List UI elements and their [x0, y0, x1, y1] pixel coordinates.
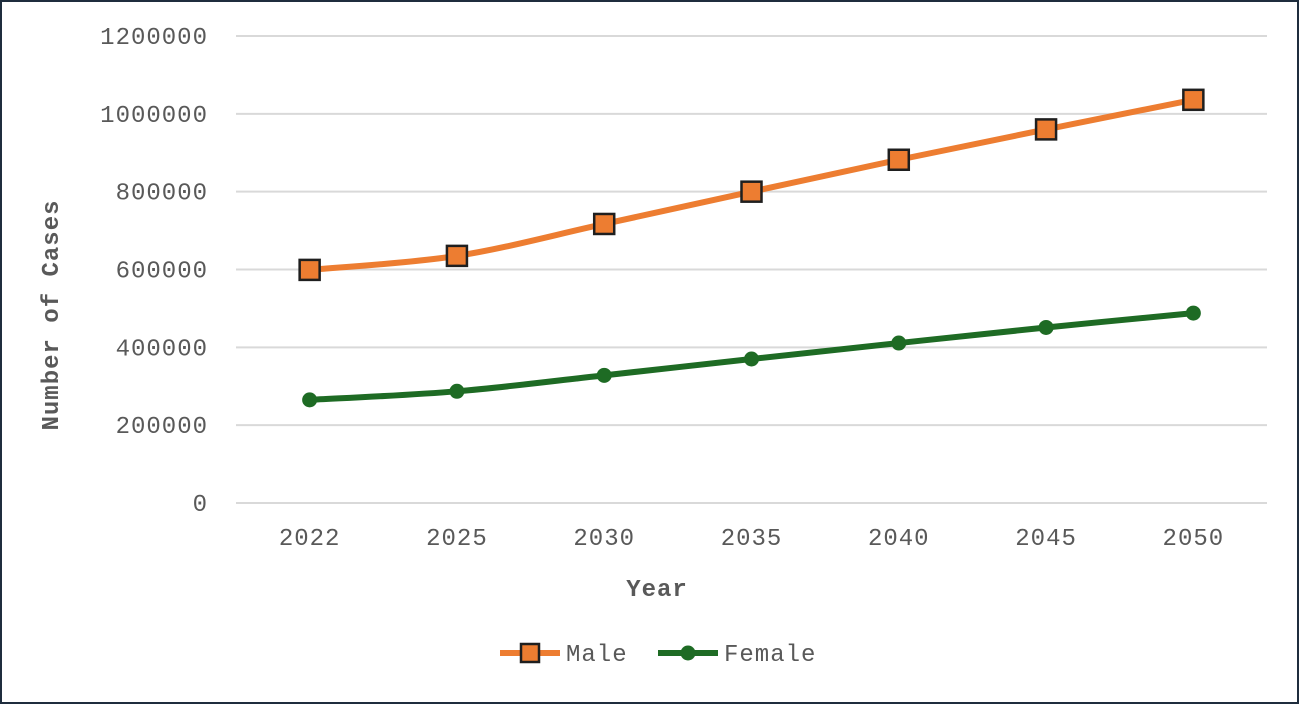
x-tick-label: 2040 — [868, 526, 930, 553]
x-axis-title: Year — [626, 577, 688, 604]
female-data-point — [449, 383, 465, 399]
y-tick-label: 800000 — [116, 181, 208, 208]
y-tick-label: 0 — [193, 492, 208, 519]
male-data-point — [1182, 88, 1205, 112]
y-tick-label: 200000 — [116, 414, 208, 441]
male-legend-label: Male — [566, 642, 628, 669]
series-group — [298, 88, 1205, 408]
female-legend-marker — [680, 645, 696, 661]
female-data-point — [596, 367, 612, 383]
male-legend-marker — [519, 642, 541, 664]
y-tick-label: 1000000 — [100, 103, 208, 130]
x-tick-label: 2050 — [1163, 526, 1225, 553]
y-tick-label: 400000 — [116, 336, 208, 363]
y-axis-ticks: 0 200000 400000 600000 800000 1000000 1200000 — [100, 25, 208, 519]
gridlines — [236, 35, 1267, 504]
x-axis-ticks: 2022 2025 2030 2035 2040 2045 2050 — [279, 526, 1225, 553]
female-data-point — [744, 351, 759, 367]
x-tick-label: 2045 — [1015, 526, 1077, 553]
male-data-point — [1034, 118, 1058, 141]
y-tick-label: 1200000 — [100, 25, 208, 52]
legend: Male Female — [500, 642, 816, 669]
male-data-point — [887, 148, 911, 172]
y-tick-label: 600000 — [116, 259, 208, 286]
male-data-point — [592, 212, 616, 236]
x-tick-label: 2035 — [721, 526, 783, 553]
female-data-point — [891, 335, 907, 351]
x-tick-label: 2022 — [279, 526, 341, 553]
female-legend-label: Female — [724, 642, 816, 669]
female-data-point — [1038, 319, 1054, 335]
x-tick-label: 2030 — [573, 526, 635, 553]
male-data-point — [740, 180, 763, 203]
female-data-point — [302, 392, 318, 408]
y-axis-title: Number of Cases — [39, 199, 66, 430]
male-data-point — [445, 244, 469, 268]
female-data-point — [1185, 305, 1201, 321]
male-data-point — [298, 258, 321, 282]
x-tick-label: 2025 — [426, 526, 488, 553]
